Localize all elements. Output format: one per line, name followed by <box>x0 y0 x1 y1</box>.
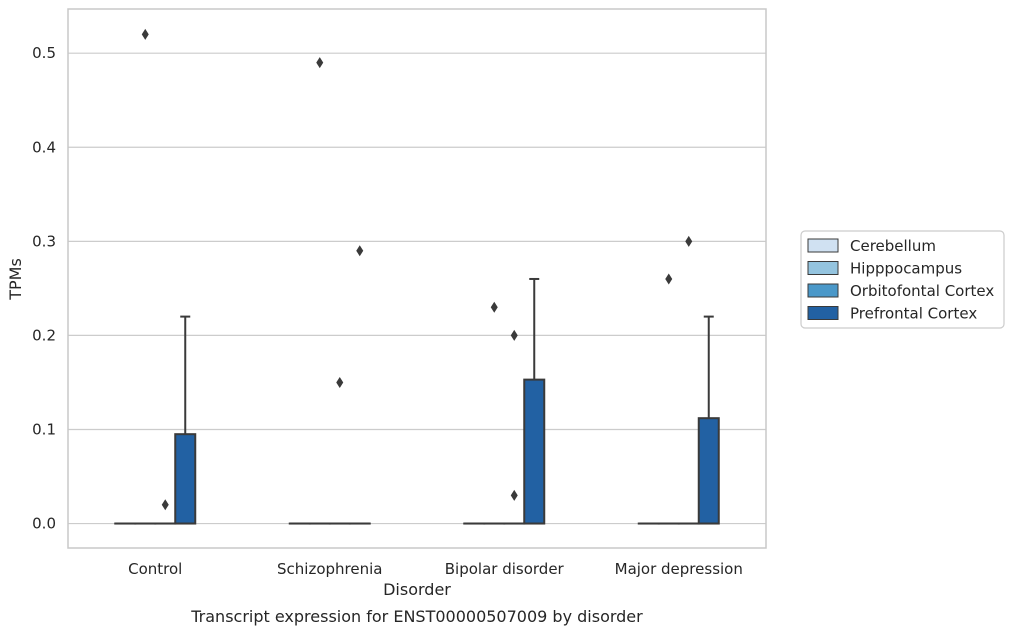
legend-label: Cerebellum <box>850 237 936 255</box>
grid-layer <box>68 53 766 523</box>
outlier-point <box>316 57 323 68</box>
x-axis-title: Disorder <box>383 580 451 599</box>
outlier-point <box>511 330 518 341</box>
y-tick-label: 0.0 <box>32 515 56 533</box>
box-body <box>524 380 544 524</box>
y-tick-label: 0.5 <box>32 44 56 62</box>
legend-label: Prefrontal Cortex <box>850 305 977 323</box>
outlier-point <box>356 245 363 256</box>
legend-swatch <box>808 284 838 297</box>
x-tick-label: Control <box>128 560 182 578</box>
outlier-point <box>336 377 343 388</box>
box-layer <box>115 29 719 524</box>
legend-swatch <box>808 262 838 275</box>
x-tick-label: Schizophrenia <box>277 560 382 578</box>
y-axis-title: TPMs <box>6 258 25 301</box>
legend: Cerebellum Hipppocampus Orbitofontal Corte… <box>801 231 1004 328</box>
outlier-point <box>142 29 149 40</box>
outlier-point <box>665 273 672 284</box>
outlier-point <box>511 490 518 501</box>
outlier-point <box>162 499 169 510</box>
x-tick-label: Bipolar disorder <box>445 560 565 578</box>
outlier-point <box>491 302 498 313</box>
legend-swatch <box>808 239 838 252</box>
axis-layer: 0.0 0.1 0.2 0.3 0.4 0.5 Control Schizophrenia Bi… <box>32 9 766 578</box>
box-body <box>175 434 195 523</box>
legend-swatch <box>808 307 838 320</box>
plot-frame <box>68 9 766 548</box>
chart-caption: Transcript expression for ENST0000050700… <box>190 607 643 626</box>
x-tick-label: Major depression <box>615 560 743 578</box>
legend-label: Hipppocampus <box>850 260 962 278</box>
outlier-point <box>685 236 692 247</box>
y-tick-label: 0.3 <box>32 232 56 250</box>
box-body <box>699 418 719 523</box>
y-tick-label: 0.1 <box>32 420 56 438</box>
y-tick-label: 0.2 <box>32 326 56 344</box>
legend-label: Orbitofontal Cortex <box>850 282 994 300</box>
y-tick-label: 0.4 <box>32 138 56 156</box>
